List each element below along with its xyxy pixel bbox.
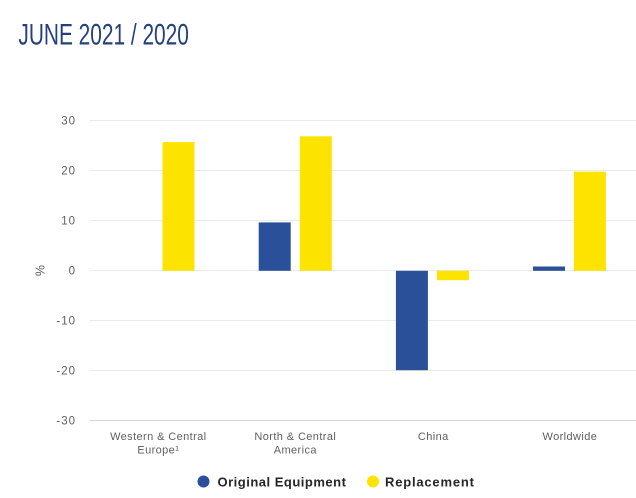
svg-text:Worldwide: Worldwide xyxy=(543,431,598,443)
svg-text:Europe¹: Europe¹ xyxy=(137,444,179,456)
svg-text:20: 20 xyxy=(61,166,76,178)
svg-text:0: 0 xyxy=(69,266,76,278)
svg-text:America: America xyxy=(274,444,318,456)
svg-text:-10: -10 xyxy=(56,316,76,328)
svg-text:Western & Central: Western & Central xyxy=(110,431,206,443)
svg-text:-20: -20 xyxy=(56,366,76,378)
svg-text:Replacement: Replacement xyxy=(385,475,475,490)
svg-text:30: 30 xyxy=(61,116,76,128)
svg-text:10: 10 xyxy=(61,216,76,228)
svg-text:China: China xyxy=(418,431,449,443)
svg-text:JUNE 2021 / 2020: JUNE 2021 / 2020 xyxy=(18,19,188,52)
svg-text:-30: -30 xyxy=(56,416,76,428)
svg-text:%: % xyxy=(34,265,48,276)
svg-text:Original Equipment: Original Equipment xyxy=(218,475,347,490)
svg-text:North & Central: North & Central xyxy=(254,431,336,443)
